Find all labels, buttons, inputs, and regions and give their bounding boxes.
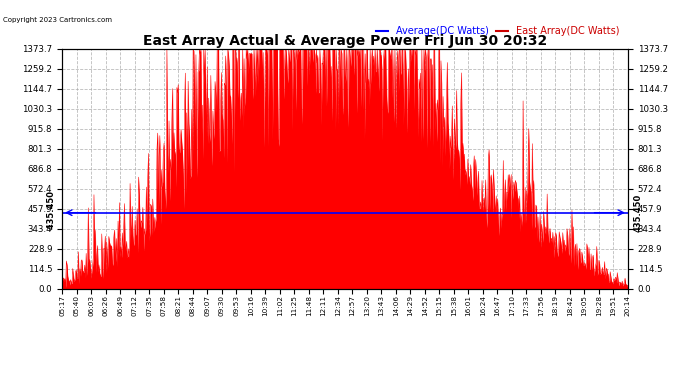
Text: Copyright 2023 Cartronics.com: Copyright 2023 Cartronics.com xyxy=(3,17,112,23)
Title: East Array Actual & Average Power Fri Jun 30 20:32: East Array Actual & Average Power Fri Ju… xyxy=(143,34,547,48)
Text: 435.450: 435.450 xyxy=(48,190,57,235)
Text: 435.450: 435.450 xyxy=(633,194,642,232)
Legend: Average(DC Watts), East Array(DC Watts): Average(DC Watts), East Array(DC Watts) xyxy=(372,22,623,40)
